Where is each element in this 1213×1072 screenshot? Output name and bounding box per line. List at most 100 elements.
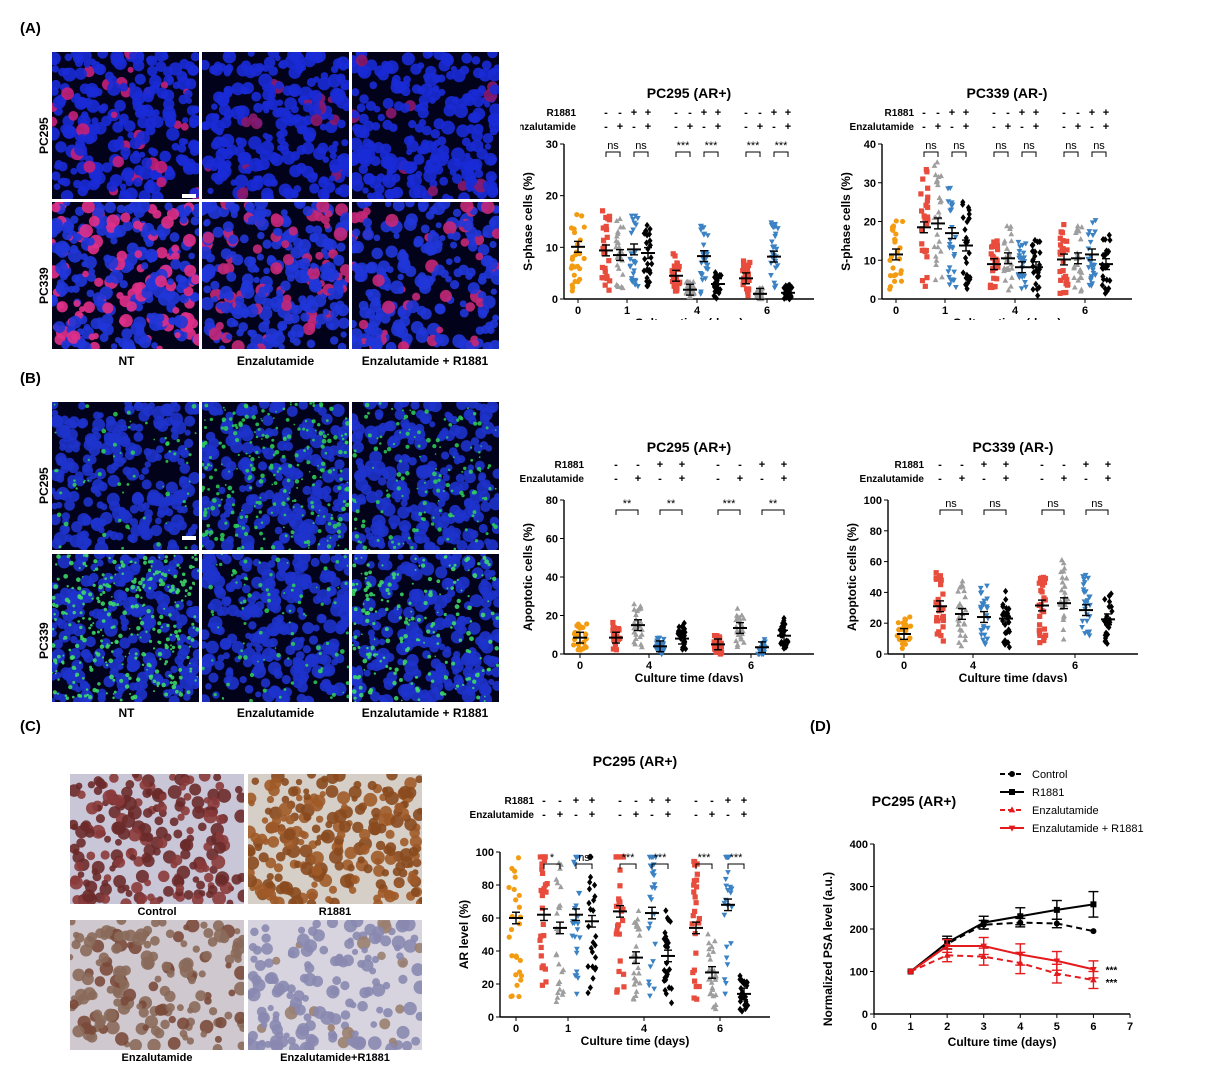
sign-r1881: - bbox=[738, 459, 742, 471]
data-point bbox=[1060, 636, 1067, 642]
data-point bbox=[616, 898, 622, 904]
data-point bbox=[890, 265, 896, 271]
data-point bbox=[580, 624, 586, 631]
series-point bbox=[1090, 966, 1097, 973]
data-point bbox=[590, 975, 596, 982]
sign-r1881: - bbox=[1006, 107, 1010, 119]
data-point bbox=[925, 217, 931, 223]
treatment-label-enza: Enzalutamide bbox=[860, 474, 925, 485]
significance-bracket bbox=[659, 509, 683, 515]
sign-enza: - bbox=[650, 809, 654, 821]
x-axis-label: Culture time (days) bbox=[953, 316, 1062, 320]
data-point bbox=[1057, 268, 1063, 275]
data-point bbox=[994, 238, 1000, 244]
data-point bbox=[962, 594, 969, 600]
sign-r1881: - bbox=[1062, 107, 1066, 119]
data-point bbox=[1060, 258, 1066, 264]
data-point bbox=[700, 242, 707, 248]
sign-enza: + bbox=[737, 473, 743, 485]
significance-bracket bbox=[615, 509, 639, 515]
data-point bbox=[539, 866, 545, 872]
data-point bbox=[691, 889, 697, 895]
data-point bbox=[892, 237, 898, 243]
data-point bbox=[722, 876, 729, 883]
sign-enza: - bbox=[716, 473, 720, 485]
data-point bbox=[772, 221, 779, 228]
data-point bbox=[984, 583, 990, 589]
x-tick-label: 1 bbox=[908, 1021, 914, 1033]
x-tick-label: 4 bbox=[1017, 1021, 1024, 1033]
data-point bbox=[936, 238, 943, 244]
data-point bbox=[571, 226, 577, 232]
sign-enza: + bbox=[1075, 121, 1081, 133]
data-point bbox=[1080, 587, 1087, 593]
data-point bbox=[615, 626, 622, 632]
data-point bbox=[1005, 265, 1011, 271]
sign-enza: - bbox=[614, 473, 618, 485]
data-point bbox=[771, 280, 778, 286]
data-point bbox=[956, 600, 963, 607]
data-point bbox=[715, 648, 721, 654]
data-point bbox=[508, 926, 515, 933]
data-point bbox=[611, 632, 617, 638]
data-point bbox=[674, 261, 680, 267]
sign-enza: + bbox=[959, 473, 965, 485]
sign-r1881: - bbox=[614, 459, 618, 471]
data-point bbox=[586, 899, 592, 907]
data-point bbox=[953, 285, 959, 291]
data-point bbox=[1021, 255, 1028, 261]
legend-marker bbox=[1009, 789, 1015, 795]
data-point bbox=[581, 255, 587, 262]
data-point bbox=[920, 176, 926, 182]
data-point bbox=[574, 211, 580, 218]
panel-label-a: (A) bbox=[20, 20, 41, 37]
data-point bbox=[633, 635, 639, 642]
series-point bbox=[1017, 913, 1024, 920]
data-point bbox=[586, 885, 593, 893]
data-point bbox=[632, 213, 639, 219]
data-point bbox=[680, 626, 686, 634]
data-point bbox=[958, 643, 965, 649]
x-tick-label: 4 bbox=[970, 660, 977, 672]
data-point bbox=[947, 208, 954, 214]
micrograph-a-r0-c0 bbox=[52, 52, 199, 199]
data-point bbox=[617, 215, 623, 222]
data-point bbox=[1071, 265, 1077, 271]
sign-enza: - bbox=[772, 121, 776, 133]
data-point bbox=[602, 265, 608, 271]
sign-enza: + bbox=[1061, 473, 1067, 485]
data-point bbox=[1036, 580, 1042, 586]
sign-enza: - bbox=[760, 473, 764, 485]
y-tick-label: 0 bbox=[876, 649, 882, 661]
data-point bbox=[1099, 281, 1105, 289]
data-point bbox=[924, 275, 930, 281]
data-point bbox=[602, 269, 608, 275]
data-point bbox=[1061, 565, 1068, 571]
x-axis-label: Culture time (days) bbox=[948, 1035, 1057, 1049]
data-point bbox=[727, 890, 734, 896]
data-point bbox=[919, 208, 925, 214]
data-point bbox=[617, 867, 623, 873]
data-point bbox=[571, 861, 578, 868]
data-point bbox=[945, 199, 952, 205]
data-point bbox=[1078, 224, 1085, 230]
data-point bbox=[949, 202, 956, 208]
x-tick-label: 7 bbox=[1127, 1021, 1133, 1033]
data-point bbox=[1040, 582, 1046, 588]
sign-r1881: + bbox=[701, 107, 707, 119]
data-point bbox=[631, 601, 637, 607]
data-point bbox=[698, 227, 704, 233]
data-point bbox=[924, 221, 930, 227]
sign-r1881: - bbox=[938, 459, 942, 471]
data-point bbox=[1058, 587, 1065, 593]
data-point bbox=[541, 886, 547, 892]
data-point bbox=[588, 853, 594, 861]
data-point bbox=[919, 226, 925, 232]
data-point bbox=[614, 928, 620, 934]
legend-marker bbox=[1008, 825, 1016, 832]
y-tick-label: 20 bbox=[864, 217, 876, 229]
data-point bbox=[924, 198, 930, 204]
chart-d-psa: PC295 (AR+) 0 100 200 300 400 0 1 2 3 4 5 6 7 Normaliz… bbox=[821, 769, 1144, 1049]
data-point bbox=[949, 244, 955, 250]
data-point bbox=[654, 635, 661, 642]
